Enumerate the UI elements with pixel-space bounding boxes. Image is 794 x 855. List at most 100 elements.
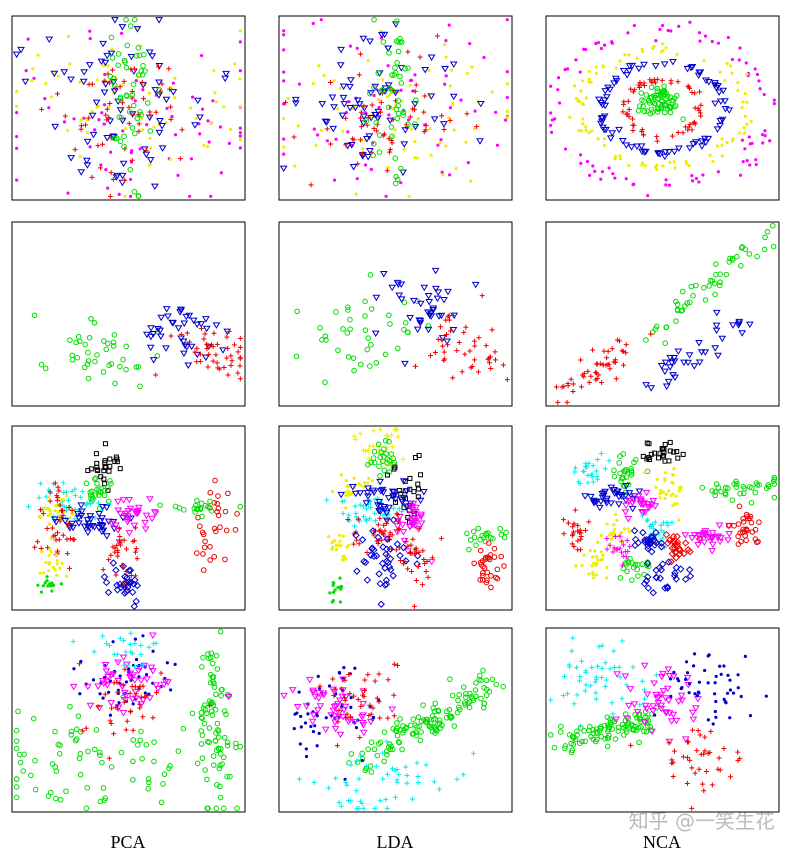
watermark: 知乎 @一笑生花 xyxy=(629,809,775,833)
point xyxy=(155,129,164,137)
point xyxy=(429,305,438,312)
point xyxy=(36,53,40,57)
point xyxy=(114,498,122,506)
point xyxy=(377,454,384,461)
point xyxy=(377,798,383,804)
point xyxy=(382,557,391,565)
point xyxy=(347,491,352,495)
point xyxy=(609,717,616,724)
point xyxy=(369,527,377,535)
point xyxy=(397,296,406,303)
point xyxy=(447,676,453,682)
point xyxy=(585,159,590,164)
point xyxy=(675,79,681,85)
point xyxy=(447,117,453,123)
point xyxy=(617,545,623,551)
point xyxy=(209,194,213,198)
point xyxy=(38,507,44,513)
point xyxy=(355,697,361,703)
point xyxy=(669,760,675,766)
point xyxy=(696,69,705,76)
point xyxy=(126,670,135,678)
point xyxy=(475,369,481,375)
point xyxy=(412,121,418,127)
point xyxy=(403,538,409,544)
point xyxy=(340,558,345,562)
point xyxy=(687,121,693,127)
point xyxy=(742,131,746,135)
point xyxy=(615,518,619,523)
point xyxy=(238,77,242,81)
point xyxy=(359,722,368,729)
point xyxy=(721,746,727,752)
point xyxy=(100,633,106,639)
point xyxy=(416,320,425,327)
point xyxy=(772,102,776,106)
point xyxy=(341,554,345,559)
point xyxy=(213,652,220,659)
point xyxy=(94,352,100,358)
point xyxy=(126,104,132,110)
point xyxy=(619,67,628,75)
point xyxy=(680,451,686,457)
point xyxy=(134,742,141,748)
point xyxy=(117,192,121,196)
point xyxy=(639,127,645,133)
point xyxy=(219,171,223,175)
point xyxy=(687,691,691,695)
point xyxy=(85,468,91,474)
point xyxy=(429,555,435,561)
point xyxy=(680,754,686,760)
point xyxy=(402,478,408,484)
point xyxy=(735,521,742,527)
point xyxy=(353,514,359,520)
point xyxy=(43,506,47,510)
point xyxy=(73,726,80,733)
point xyxy=(70,639,76,645)
point xyxy=(304,754,309,759)
point xyxy=(59,582,63,586)
point xyxy=(607,666,613,672)
point xyxy=(430,716,437,722)
point xyxy=(564,399,570,405)
point xyxy=(593,169,597,173)
point xyxy=(680,359,688,367)
point xyxy=(164,313,172,320)
point xyxy=(76,755,83,762)
point xyxy=(745,159,749,163)
point xyxy=(345,516,351,522)
point xyxy=(681,532,690,539)
point xyxy=(440,170,444,174)
point xyxy=(684,359,692,367)
point xyxy=(659,77,665,83)
point xyxy=(336,107,340,111)
point xyxy=(87,501,93,507)
point xyxy=(384,558,392,567)
point xyxy=(488,572,494,579)
point xyxy=(393,98,399,104)
point xyxy=(557,729,564,735)
point xyxy=(611,75,620,83)
panel-frame xyxy=(278,221,513,407)
point xyxy=(179,127,185,133)
point xyxy=(208,508,215,514)
point xyxy=(96,749,103,756)
point xyxy=(376,671,382,677)
point xyxy=(151,649,155,653)
point xyxy=(668,677,673,681)
point xyxy=(211,99,215,103)
point xyxy=(408,542,414,548)
point xyxy=(770,243,777,250)
point xyxy=(623,53,627,57)
point xyxy=(341,703,350,711)
point xyxy=(622,483,631,490)
point xyxy=(468,179,473,183)
point xyxy=(594,563,598,568)
point xyxy=(125,496,134,504)
point xyxy=(593,549,597,553)
point xyxy=(725,61,729,65)
point xyxy=(41,584,45,588)
point xyxy=(359,120,368,127)
point xyxy=(391,134,395,138)
point xyxy=(408,83,412,87)
